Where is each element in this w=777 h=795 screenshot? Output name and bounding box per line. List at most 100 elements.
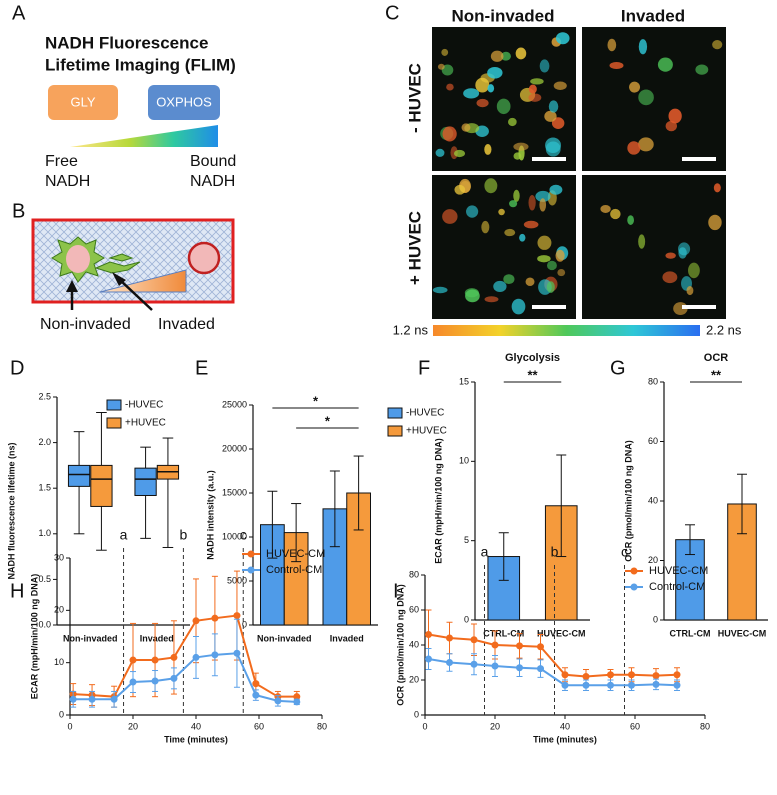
point: [673, 671, 681, 679]
cell-spot: [493, 280, 507, 292]
point: [252, 680, 260, 688]
cell-spot: [555, 32, 570, 45]
y-tick-label: 30: [54, 552, 64, 562]
cell-spot: [523, 220, 539, 229]
bound-label: NADH: [190, 173, 235, 190]
y-tick-label: 20000: [222, 443, 247, 453]
x-tick-label: 20: [128, 721, 138, 731]
cell-spot: [638, 234, 646, 249]
cell-spot: [513, 152, 522, 160]
point: [69, 695, 77, 703]
cell-spot: [677, 242, 691, 256]
panel-letter: D: [10, 357, 24, 379]
cell-spot: [537, 235, 552, 250]
y-tick-label: 10: [54, 657, 64, 667]
x-tick-label: Non-invaded: [63, 633, 118, 643]
x-tick-label: 40: [191, 721, 201, 731]
cell-spot: [475, 77, 490, 93]
point: [561, 671, 569, 679]
point: [170, 653, 178, 661]
cell-spot: [638, 89, 654, 106]
cell-spot: [503, 274, 515, 285]
cell-spot: [546, 281, 555, 293]
event-label: b: [180, 527, 188, 543]
point: [252, 691, 260, 699]
point: [628, 671, 635, 679]
legend-marker: [247, 566, 255, 574]
point: [151, 677, 159, 685]
point: [88, 695, 96, 703]
cell-spot: [638, 137, 654, 152]
arrowhead: [66, 280, 78, 292]
panel-letter: F: [418, 357, 430, 379]
y-tick-label: 10: [459, 456, 469, 466]
point: [293, 693, 301, 701]
panel-letter: I: [393, 580, 399, 602]
point: [129, 656, 137, 664]
cell-spot: [435, 148, 445, 157]
cell-spot: [484, 178, 498, 194]
box: [134, 467, 157, 496]
colorbar: [433, 325, 700, 336]
point: [425, 655, 432, 663]
panel-letter: E: [195, 357, 208, 379]
cell-spot: [548, 100, 559, 113]
y-axis-title: ECAR (mpH/min/100 ng DNA): [433, 438, 443, 564]
event-label: c: [621, 544, 628, 560]
cell-spot: [513, 189, 520, 202]
cell-spot: [465, 289, 480, 303]
y-tick-label: 20: [409, 674, 419, 684]
x-tick-label: 80: [317, 721, 327, 731]
event-label: b: [551, 544, 559, 560]
cell: [108, 253, 134, 262]
box: [90, 464, 113, 507]
panel-letter: A: [12, 2, 26, 24]
significance-label: *: [325, 413, 331, 428]
cell-spot: [525, 277, 535, 287]
cell-spot: [668, 108, 682, 124]
point: [233, 649, 241, 657]
point: [582, 673, 590, 680]
point: [274, 697, 282, 705]
x-tick-label: 80: [700, 721, 710, 731]
row-label: + HUVEC: [405, 211, 424, 285]
cell-spot: [695, 64, 709, 75]
point: [516, 664, 523, 672]
y-axis-title: NADH intensity (a.u.): [205, 470, 215, 560]
y-tick-label: 20: [648, 555, 658, 565]
y-tick-label: 0: [414, 709, 419, 719]
y-tick-label: 10000: [222, 531, 247, 541]
x-tick-label: HUVEC-CM: [718, 628, 767, 638]
cell-spot: [530, 78, 544, 85]
cell-spot: [484, 144, 492, 155]
point: [151, 656, 159, 664]
x-tick-label: 0: [422, 721, 427, 731]
y-tick-label: 1.0: [38, 528, 51, 538]
cell-spot: [537, 255, 551, 263]
cell-spot: [504, 228, 516, 237]
legend-label: +HUVEC: [125, 418, 166, 429]
x-tick-label: Non-invaded: [257, 633, 312, 643]
cell-spot: [463, 88, 480, 99]
cell-spot: [557, 268, 566, 277]
panel-letter: G: [610, 357, 626, 379]
cell-spot: [638, 39, 648, 55]
cell-spot: [454, 184, 466, 195]
x-tick-label: 60: [254, 721, 264, 731]
cell-spot: [442, 126, 457, 142]
cell-spot: [629, 81, 641, 93]
y-tick-label: 25000: [222, 399, 247, 409]
y-tick-label: 20: [54, 605, 64, 615]
y-tick-label: 5: [464, 535, 469, 545]
cell-spot: [481, 220, 490, 234]
oxphos-label: OXPHOS: [156, 94, 212, 109]
oxphos-box: [148, 85, 220, 120]
series-line: [73, 614, 297, 698]
legend-label: -HUVEC: [406, 408, 444, 419]
micrograph: [582, 175, 726, 319]
box: [67, 464, 91, 487]
y-tick-label: 0: [653, 614, 658, 624]
legend-label: Control-CM: [266, 564, 322, 576]
legend-label: +HUVEC: [406, 426, 447, 437]
cell-spot: [498, 208, 505, 216]
